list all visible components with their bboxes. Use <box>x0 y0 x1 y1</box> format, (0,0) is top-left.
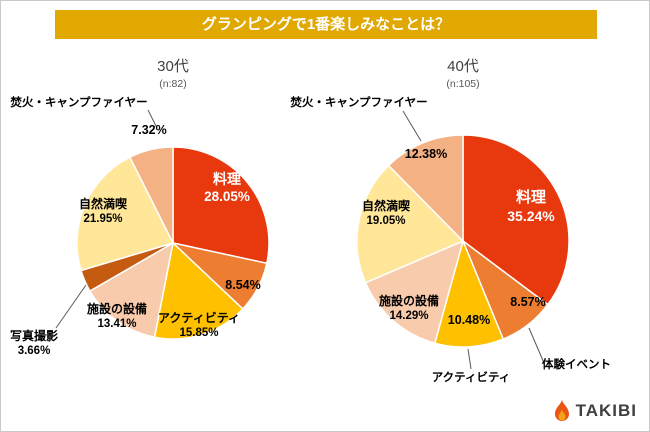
slice-label-40s-nature: 自然満喫 19.05% <box>344 199 428 228</box>
slice-pct-30s-activity: 15.85% <box>179 327 219 339</box>
chart-title-banner: グランピングで1番楽しみなことは？ <box>55 10 597 39</box>
slice-pct-40s-facility: 14.29% <box>389 310 429 322</box>
slice-label-30s-facility: 施設の設備 13.41% <box>77 302 157 331</box>
slice-pct-30s-facility: 13.41% <box>97 318 137 330</box>
slice-category-30s-nature: 自然満喫 <box>78 197 127 211</box>
slice-category-30s-cooking: 料理 <box>213 171 241 187</box>
slice-pct-30s-bonfire: 7.32% <box>131 123 167 137</box>
chart-sample-size-30s: (n:82) <box>159 78 187 90</box>
slice-category-30s-activity: アクティビティ <box>158 311 240 325</box>
slice-category-40s-facility: 施設の設備 <box>378 294 439 308</box>
leader-lines <box>55 109 545 370</box>
slice-pct-40s-cooking: 35.24% <box>507 207 555 224</box>
slice-label-40s-activity: アクティビティ <box>431 372 511 384</box>
slice-pct-40s-event: 8.57% <box>510 295 546 309</box>
slice-pct-40s-activity: 10.48% <box>447 313 491 327</box>
leader-line-40s-event <box>528 327 545 364</box>
takibi-logo-text: TAKIBI <box>575 401 637 420</box>
slice-label-40s-facility: 施設の設備 14.29% <box>367 294 451 323</box>
slice-label-30s-cooking: 料理 28.05% <box>191 171 263 205</box>
leader-line-40s-activity <box>467 348 472 370</box>
chart-sample-size-40s: (n:105) <box>446 78 480 90</box>
slice-pct-40s-bonfire: 12.38% <box>404 147 448 161</box>
slice-label-40s-event: 体験イベント <box>542 359 611 371</box>
slice-category-30s-photo: 写真撮影 <box>9 329 58 343</box>
pie-chart-40s <box>356 134 570 348</box>
slice-category-30s-facility: 施設の設備 <box>86 302 147 316</box>
leader-line-30s-bonfire <box>147 109 158 129</box>
slice-label-30s-nature: 自然満喫 21.95% <box>61 197 145 226</box>
slice-label-30s-photo: 写真撮影 3.66% <box>1 329 67 358</box>
takibi-logo: TAKIBI <box>553 399 637 423</box>
slice-pct-30s-nature: 21.95% <box>83 213 123 225</box>
leader-line-40s-bonfire <box>402 110 422 142</box>
slice-pct-40s-nature: 19.05% <box>366 215 406 227</box>
slice-pct-30s-cooking: 28.05% <box>204 188 250 204</box>
chart-title-30s: 30代 <box>157 58 189 75</box>
slice-category-40s-nature: 自然満喫 <box>361 199 410 213</box>
slice-label-30s-activity: アクティビティ 15.85% <box>157 311 241 340</box>
pie-chart-30s <box>76 146 270 340</box>
leader-line-30s-photo <box>55 284 87 329</box>
slice-category-40s-cooking: 料理 <box>515 189 546 206</box>
slice-pct-30s-photo: 3.66% <box>17 345 51 357</box>
slice-pct-30s-event: 8.54% <box>225 278 261 292</box>
chart-title-40s: 40代 <box>447 58 479 75</box>
slice-label-40s-cooking: 料理 35.24% <box>489 189 573 225</box>
slice-label-30s-bonfire: 焚火・キャンプファイヤー <box>10 97 148 109</box>
flame-icon <box>554 399 569 421</box>
slice-label-40s-bonfire: 焚火・キャンプファイヤー <box>290 97 428 109</box>
